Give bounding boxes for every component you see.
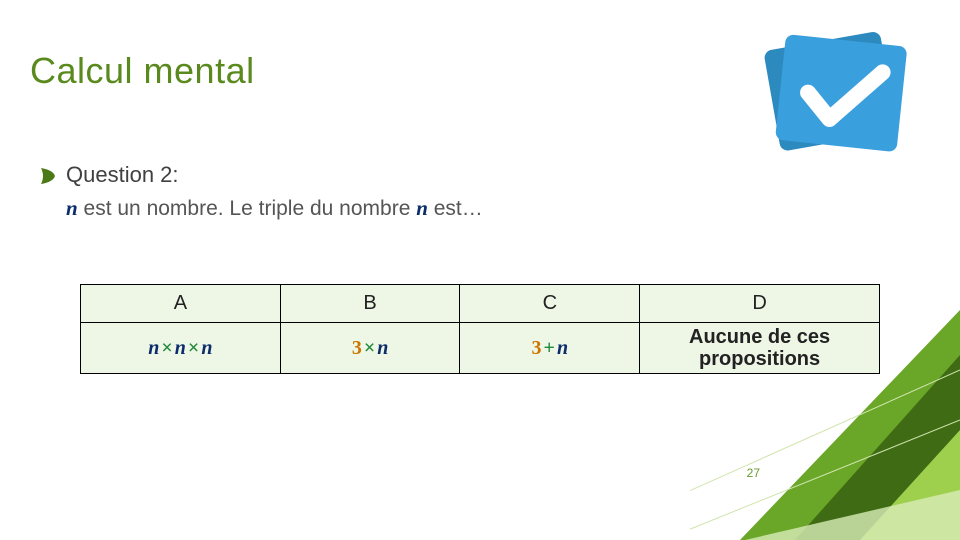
question-block: Question 2: n est un nombre. Le triple d… xyxy=(40,162,740,221)
leaf-bullet-icon xyxy=(40,167,56,190)
checkmark-badge-icon xyxy=(750,26,920,171)
option-answer-D: Aucune de ces propositions xyxy=(640,323,880,374)
slide: Calcul mental Question 2: n est un nombr… xyxy=(0,0,960,540)
options-table: A B C D n×n×n 3×n 3+n Aucune de ces prop… xyxy=(80,284,880,374)
question-label: Question 2: xyxy=(66,162,179,188)
question-text-suffix: est… xyxy=(428,197,483,220)
option-answer-C: 3+n xyxy=(460,323,640,374)
option-header-B: B xyxy=(280,285,460,323)
option-answer-A: n×n×n xyxy=(81,323,281,374)
table-header-row: A B C D xyxy=(81,285,880,323)
page-title: Calcul mental xyxy=(30,50,255,92)
page-number: 27 xyxy=(747,466,760,480)
question-var-1: n xyxy=(66,196,78,220)
question-text: n est un nombre. Le triple du nombre n e… xyxy=(66,196,740,221)
option-header-D: D xyxy=(640,285,880,323)
option-answer-B: 3×n xyxy=(280,323,460,374)
table-answer-row: n×n×n 3×n 3+n Aucune de ces propositions xyxy=(81,323,880,374)
question-text-prefix: est un nombre. Le triple du nombre xyxy=(78,197,417,220)
option-header-C: C xyxy=(460,285,640,323)
option-header-A: A xyxy=(81,285,281,323)
question-var-2: n xyxy=(416,196,428,220)
